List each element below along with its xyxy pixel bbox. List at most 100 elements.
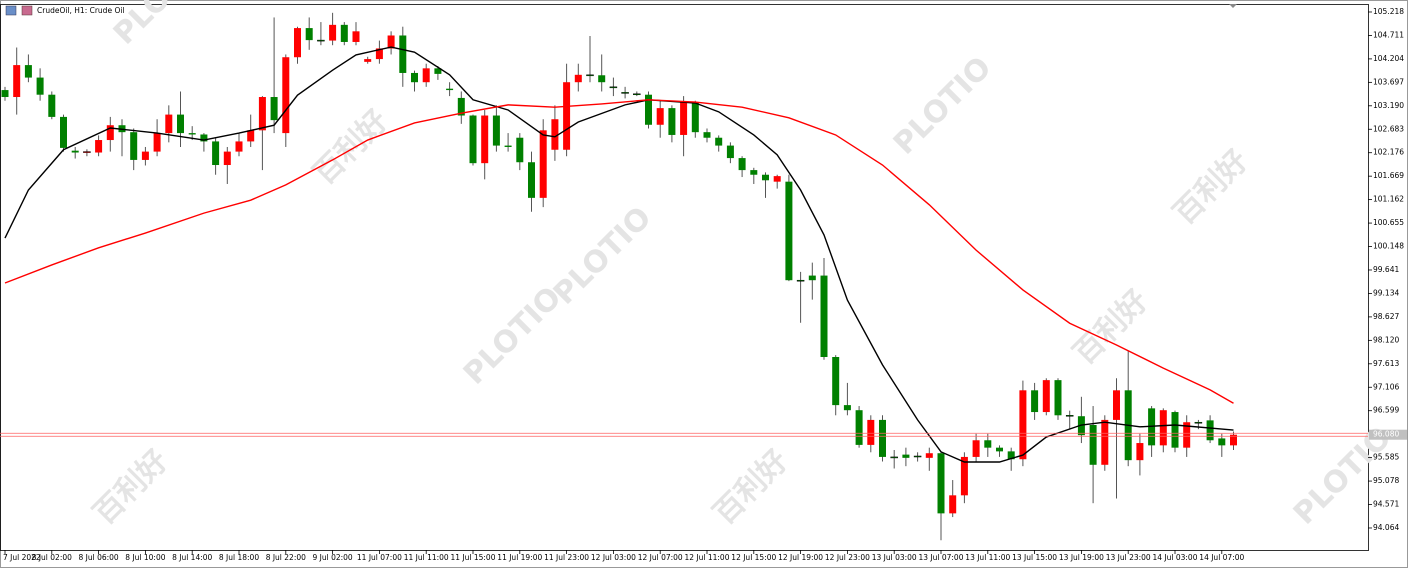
y-tick-label: 97.106 — [1373, 382, 1399, 391]
candle-body — [645, 94, 652, 125]
candle-body — [1113, 390, 1120, 420]
candle-body — [282, 57, 290, 134]
candle-body — [984, 440, 992, 448]
x-tick-label: 13 Jul 23:00 — [1106, 553, 1151, 562]
candle-body — [879, 419, 886, 457]
price-label: 96.080 — [1373, 430, 1399, 439]
x-tick-label: 11 Jul 15:00 — [451, 553, 496, 562]
candle-body — [586, 74, 594, 77]
x-tick-label: 7 Jul 2022 — [3, 553, 41, 562]
candle-body — [1007, 451, 1015, 460]
candle-body — [949, 495, 957, 514]
x-tick-label: 14 Jul 07:00 — [1199, 553, 1244, 562]
candle-body — [71, 150, 79, 153]
candle-body — [972, 440, 980, 457]
candle-body — [294, 28, 301, 58]
candle-body — [609, 86, 618, 89]
candle-body — [36, 77, 44, 95]
candle-body — [106, 125, 114, 141]
candle-body — [1065, 415, 1074, 417]
y-tick-label: 97.613 — [1373, 359, 1399, 368]
chart-title: CrudeOil, H1: Crude Oil — [37, 6, 125, 15]
price-label-box — [1369, 429, 1407, 440]
y-tick-label: 104.711 — [1373, 30, 1404, 39]
candle-body — [691, 102, 699, 133]
candle-body — [270, 97, 278, 121]
y-tick-label: 98.627 — [1373, 312, 1399, 321]
candle-body — [563, 82, 571, 150]
candle-body — [24, 65, 32, 78]
x-tick-label: 13 Jul 19:00 — [1059, 553, 1104, 562]
y-tick-label: 96.599 — [1373, 406, 1399, 415]
x-tick-label: 12 Jul 23:00 — [825, 553, 870, 562]
candle-body — [843, 405, 851, 411]
candle-body — [141, 151, 149, 160]
y-tick-label: 101.669 — [1373, 171, 1404, 180]
candle-body — [481, 115, 489, 164]
candle-body — [1054, 380, 1062, 416]
candle-body — [820, 275, 828, 357]
candle-body — [83, 151, 91, 153]
y-tick-label: 104.204 — [1373, 54, 1404, 63]
candle-body — [457, 97, 465, 116]
x-tick-label: 12 Jul 03:00 — [591, 553, 636, 562]
candle-body — [808, 275, 816, 281]
x-tick-label: 13 Jul 07:00 — [919, 553, 964, 562]
candle-body — [329, 24, 337, 41]
candle-body — [177, 114, 184, 134]
candle-body — [890, 456, 898, 459]
candle-body — [762, 174, 769, 181]
candle-body — [902, 454, 910, 458]
candle-body — [832, 356, 840, 406]
x-tick-label: 8 Jul 22:00 — [266, 553, 306, 562]
candle-body — [375, 48, 383, 60]
candle-body — [340, 24, 348, 42]
candle-body — [247, 130, 255, 142]
x-tick-label: 11 Jul 07:00 — [357, 553, 402, 562]
candle-body — [1031, 390, 1039, 413]
candle-body — [785, 181, 793, 281]
candle-body — [750, 170, 758, 175]
candle-body — [1136, 443, 1144, 461]
candle-body — [1042, 380, 1050, 413]
candle-body — [223, 151, 231, 166]
y-tick-label: 95.078 — [1373, 476, 1399, 485]
candle-body — [130, 132, 138, 160]
x-tick-label: 11 Jul 23:00 — [544, 553, 589, 562]
chart-icon[interactable] — [21, 5, 33, 16]
candle-body — [1171, 412, 1179, 448]
candle-body — [855, 410, 863, 445]
menu-icon[interactable] — [5, 5, 17, 16]
candle-body — [504, 145, 512, 147]
candle-body — [1230, 434, 1237, 446]
candle-body — [434, 68, 442, 74]
x-tick-label: 8 Jul 02:00 — [32, 553, 72, 562]
scroll-marker — [1229, 4, 1237, 8]
candle-body — [212, 141, 220, 166]
x-tick-label: 13 Jul 11:00 — [965, 553, 1010, 562]
candle-body — [188, 133, 196, 135]
candle-body — [539, 130, 547, 198]
y-tick-label: 94.064 — [1373, 523, 1399, 532]
y-tick-label: 100.148 — [1373, 242, 1404, 251]
candle-body — [796, 279, 805, 282]
candle-body — [492, 115, 500, 146]
candle-body — [1101, 419, 1109, 465]
candle-body — [317, 39, 325, 42]
y-tick-label: 99.134 — [1373, 288, 1399, 297]
x-tick-label: 8 Jul 14:00 — [172, 553, 212, 562]
candle-body — [364, 59, 372, 62]
candle-body — [996, 447, 1003, 452]
candle-body — [60, 116, 67, 148]
candle-body — [773, 176, 781, 182]
candle-body — [668, 108, 676, 135]
candle-body — [13, 65, 21, 98]
x-tick-label: 12 Jul 07:00 — [638, 553, 683, 562]
candle-body — [867, 419, 875, 445]
y-tick-label: 101.162 — [1373, 195, 1404, 204]
x-tick-label: 8 Jul 18:00 — [219, 553, 259, 562]
candle-body — [633, 93, 641, 96]
candle-body — [551, 119, 559, 150]
candle-body — [1183, 422, 1191, 448]
